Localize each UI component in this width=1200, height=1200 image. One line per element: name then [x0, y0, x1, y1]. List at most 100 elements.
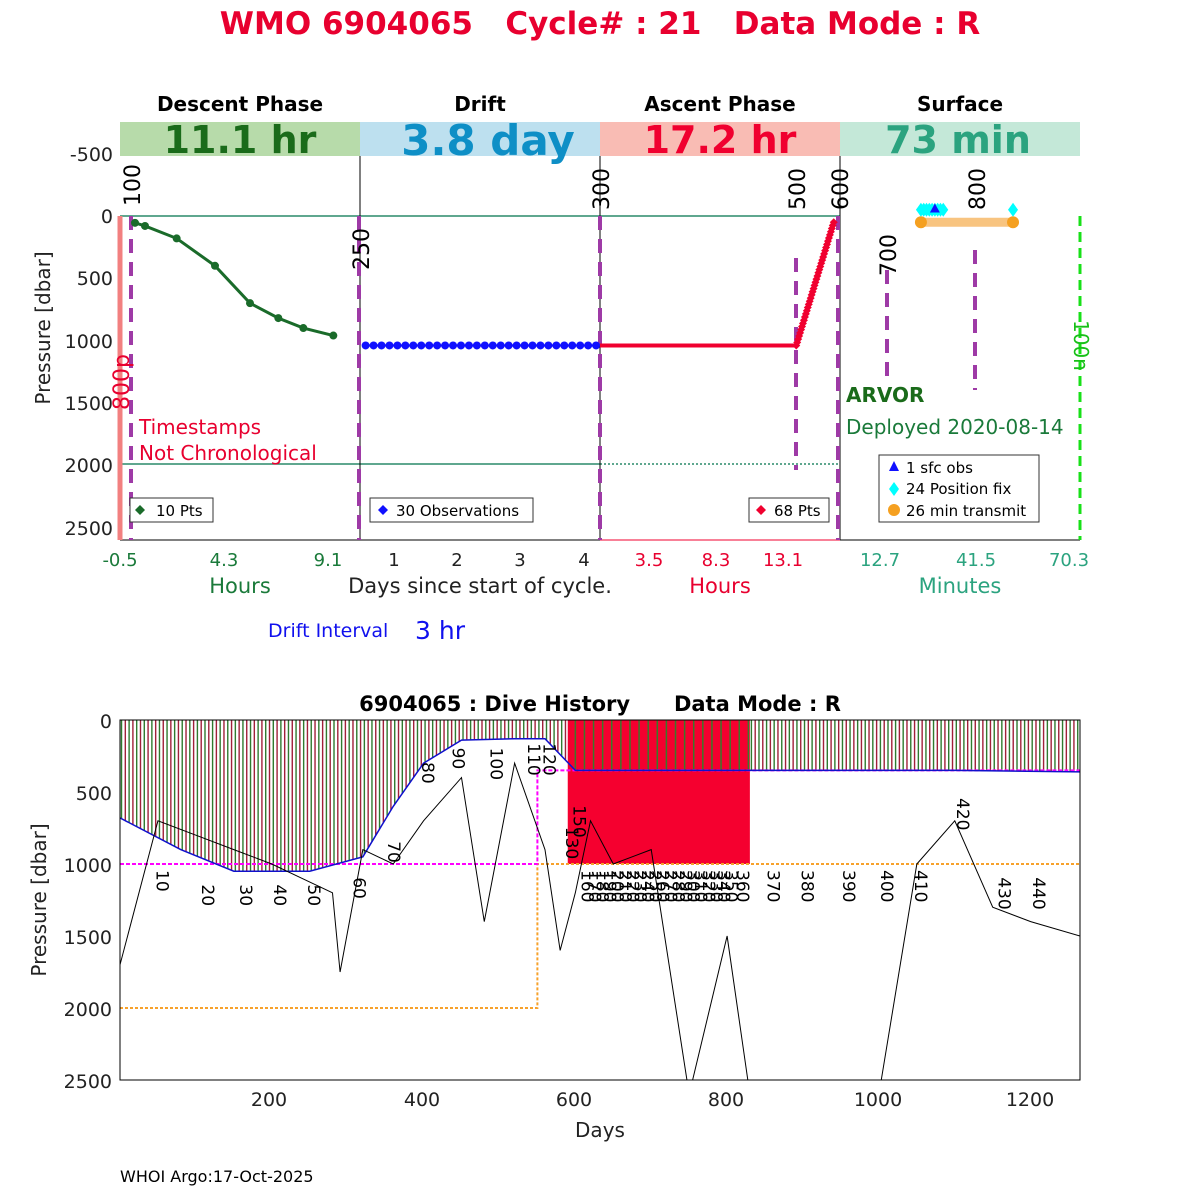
position-fix-point: [938, 202, 949, 217]
cycle-label: 90: [447, 748, 467, 770]
marker-label-800p: 800p: [110, 354, 135, 410]
legend-label: 10 Pts: [156, 502, 203, 520]
drift-point: [464, 341, 473, 350]
figure-title: WMO 6904065 Cycle# : 21 Data Mode : R: [220, 6, 981, 42]
xtick: 4.3: [210, 550, 239, 571]
drift-point: [385, 341, 394, 350]
surface-series: [914, 202, 1020, 229]
xtick: 1: [388, 550, 399, 571]
transmit-point: [1007, 216, 1020, 229]
descent-point: [274, 314, 283, 323]
drift-interval-label: Drift Interval: [268, 620, 388, 642]
drift-point: [584, 341, 593, 350]
cycle-label: 410: [910, 870, 930, 902]
drift-point: [472, 341, 481, 350]
marker-label-600: 600: [829, 168, 854, 210]
marker-label-250: 250: [350, 228, 375, 270]
cycle-label: 320: [698, 870, 718, 902]
drift-point: [409, 341, 418, 350]
xtick: 4: [578, 550, 589, 571]
cycle-label: 250: [645, 870, 665, 902]
deployed-date: Deployed 2020-08-14: [846, 415, 1064, 439]
dense-profile-block: [567, 720, 750, 864]
drift-point: [488, 341, 497, 350]
drift-point: [592, 341, 601, 350]
phase-band-ascent: [600, 122, 840, 156]
cycle-label: 290: [675, 870, 695, 902]
bottom-xtick: 1200: [1006, 1089, 1054, 1111]
xtick: 41.5: [956, 550, 996, 571]
legend-label: 1 sfc obs: [906, 459, 973, 477]
legend-descent: 10 Pts: [129, 497, 214, 523]
legend-label: 26 min transmit: [906, 502, 1026, 520]
bottom-xtick: 200: [251, 1089, 287, 1111]
cycle-label: 380: [796, 870, 816, 902]
ascent-point: [829, 218, 838, 227]
legend-marker: [756, 505, 766, 515]
drift-point: [528, 341, 537, 350]
cycle-label: 80: [417, 762, 437, 784]
drift-point: [552, 341, 561, 350]
surface-obs-point: [929, 203, 940, 213]
legend-drift: 30 Observations: [369, 497, 534, 523]
xtick: 8.3: [702, 550, 731, 571]
xtick: 12.7: [860, 550, 900, 571]
transmit-point: [914, 216, 927, 229]
marker-label-500: 500: [786, 168, 811, 210]
bottom-xticks: 200 400 600 800 1000 1200: [251, 1089, 1054, 1111]
xtick: 13.1: [763, 550, 803, 571]
dive-history-plot: [120, 720, 1080, 1080]
drift-point: [496, 341, 505, 350]
descent-point: [141, 221, 149, 230]
cycle-label: 220: [622, 870, 642, 902]
cycle-label: 160: [576, 870, 596, 902]
top-ylabel: Pressure [dbar]: [31, 251, 55, 404]
cycle-label: 60: [349, 877, 369, 899]
top-ytick: 1500: [65, 393, 113, 415]
dive-history-title: 6904065 : Dive History Data Mode : R: [359, 692, 841, 716]
descent-point: [211, 261, 219, 270]
legend-surface: 1 sfc obs 24 Position fix 26 min transmi…: [878, 454, 1040, 523]
bottom-xtick: 800: [708, 1089, 744, 1111]
cycle-label: 390: [838, 870, 858, 902]
drift-point: [377, 341, 386, 350]
phase-title-descent: Descent Phase: [157, 92, 323, 116]
cycle-label: 30: [235, 884, 255, 906]
phase-duration-descent: 11.1 hr: [164, 118, 317, 162]
cycle-label: 110: [523, 743, 543, 775]
descent-point: [299, 324, 308, 333]
bottom-depth-line: [120, 761, 1080, 1080]
cycle-label: 330: [705, 870, 725, 902]
drift-point: [425, 341, 434, 350]
drift-series: [361, 341, 601, 350]
xticks-surface: 12.7 41.5 70.3: [860, 550, 1089, 571]
cycle-label: 190: [599, 870, 619, 902]
bottom-xtick: 600: [556, 1089, 592, 1111]
ascent-series: [600, 218, 838, 350]
drift-point: [480, 341, 489, 350]
cycle-label: 400: [876, 870, 896, 902]
phase-duration-surface: 73 min: [885, 118, 1031, 162]
cycle-label: 260: [652, 870, 672, 902]
cycle-label: 120: [538, 743, 558, 775]
marker-label-700: 700: [877, 234, 902, 276]
drift-point: [441, 341, 450, 350]
cycle-label: 100: [485, 748, 505, 780]
drift-point: [520, 341, 529, 350]
phase-duration-ascent: 17.2 hr: [644, 118, 797, 162]
xticks-descent: -0.5 4.3 9.1: [102, 550, 342, 571]
xlabel-surface: Minutes: [919, 574, 1002, 598]
legend-marker: [889, 482, 899, 496]
drift-point: [504, 341, 513, 350]
bottom-xtick: 1000: [854, 1089, 902, 1111]
drift-point: [544, 341, 553, 350]
marker-label-300: 300: [590, 168, 615, 210]
cycle-label: 180: [592, 870, 612, 902]
xtick: 3.5: [635, 550, 664, 571]
legend-ascent: 68 Pts: [748, 497, 830, 523]
bottom-ylabel: Pressure [dbar]: [27, 823, 51, 976]
drift-point: [560, 341, 569, 350]
dive-history-frame: [119, 719, 1081, 1081]
cycle-label: 370: [762, 870, 782, 902]
